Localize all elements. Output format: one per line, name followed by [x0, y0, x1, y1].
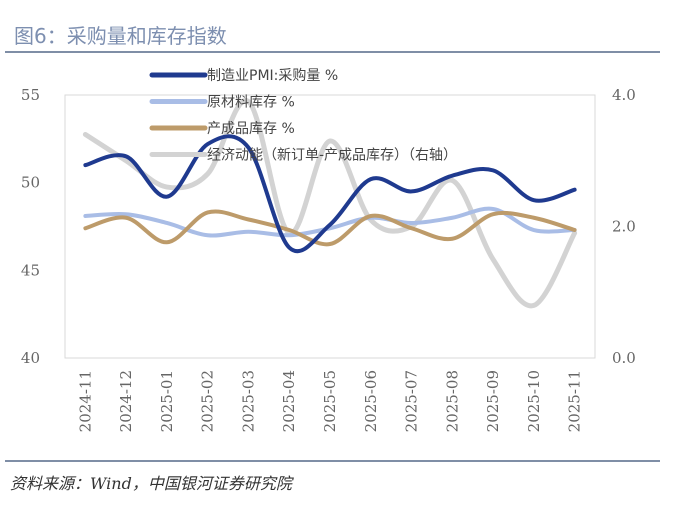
series-line: [83, 134, 577, 254]
chart: 40 45 50 55 0.0 2.0 4.0 2024-11 2024-12 2025-01 20…: [21, 68, 636, 432]
source-note: 资料来源：Wind，中国银河证券研究院: [10, 474, 292, 493]
legend-label: 制造业PMI:采购量 %: [207, 68, 338, 84]
legend-label: 原材料库存 %: [207, 95, 295, 111]
x-tick-label: 2025-07: [403, 370, 421, 432]
y-right-tick-label: 2.0: [612, 218, 636, 236]
footer-divider: [5, 460, 660, 462]
y-right-tick-label: 0.0: [612, 349, 636, 367]
x-tick-label: 2025-05: [321, 370, 339, 432]
x-tick-label: 2024-11: [76, 370, 94, 432]
x-tick-label: 2025-11: [566, 370, 584, 432]
x-tick-label: 2025-06: [362, 370, 380, 432]
legend-label: 产成品库存 %: [207, 121, 295, 137]
y-right-tick-label: 4.0: [612, 86, 636, 104]
x-tick-label: 2025-03: [239, 370, 257, 432]
y-left-tick-label: 50: [21, 174, 40, 192]
title-divider: [5, 51, 660, 53]
x-tick-label: 2024-12: [117, 370, 135, 432]
series-line: [83, 209, 577, 247]
x-tick-label: 2025-02: [199, 370, 217, 432]
series-line: [83, 206, 577, 238]
y-left-tick-label: 40: [21, 349, 40, 367]
legend-label: 经济动能（新订单-产成品库存）（右轴）: [207, 148, 457, 164]
y-left-tick-label: 45: [21, 261, 40, 279]
x-tick-label: 2025-09: [484, 370, 502, 432]
y-left-tick-label: 55: [21, 86, 40, 104]
x-tick-label: 2025-10: [525, 370, 543, 432]
x-tick-label: 2025-08: [443, 370, 461, 432]
x-tick-label: 2025-01: [158, 370, 176, 432]
series-line: [82, 98, 578, 309]
figure-title: 图6：采购量和库存指数: [14, 24, 227, 48]
plot-area: [64, 94, 596, 359]
x-tick-label: 2025-04: [280, 370, 298, 432]
